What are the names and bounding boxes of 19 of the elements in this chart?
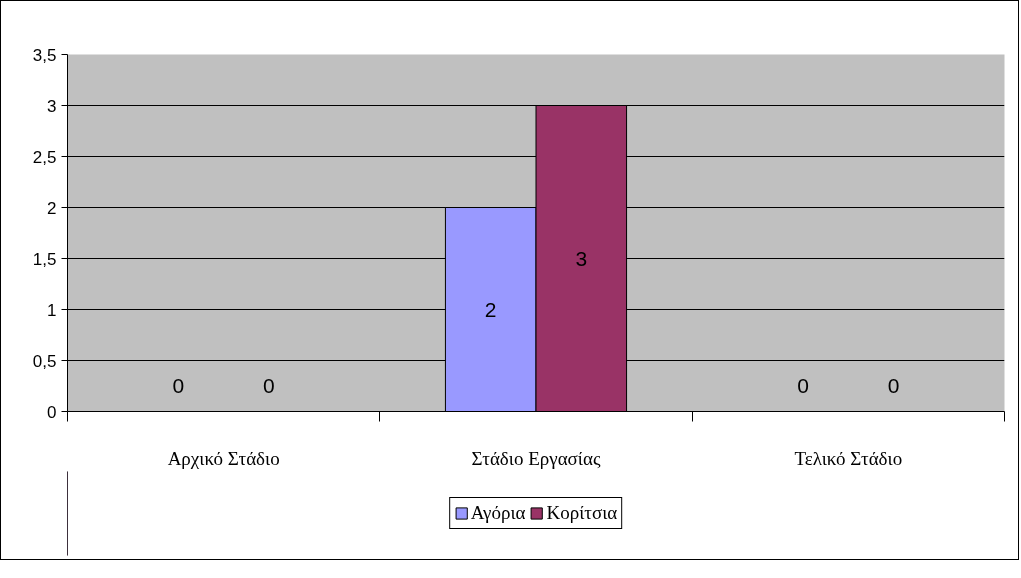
x-tick-label: Στάδιο Εργασίας [471, 447, 601, 469]
legend-label: Κορίτσια [546, 502, 618, 524]
x-tick-label: Τελικό Στάδιο [794, 447, 903, 469]
data-label: 0 [797, 373, 809, 397]
y-tick-label: 2 [47, 198, 57, 218]
y-tick-label: 3,5 [32, 45, 57, 65]
data-label: 0 [172, 373, 185, 397]
y-tick-label: 0 [47, 402, 57, 422]
x-tick-label: Αρχικό Στάδιο [167, 447, 280, 469]
y-tick-label: 1,5 [32, 249, 57, 269]
data-label: 0 [263, 373, 275, 397]
legend-label: Αγόρια [470, 502, 526, 524]
y-tick-label: 0,5 [32, 351, 57, 371]
y-tick-label: 3 [47, 96, 57, 116]
data-label: 2 [484, 297, 497, 321]
y-tick-label: 1 [47, 300, 57, 320]
data-label: 3 [575, 246, 588, 270]
data-label: 0 [887, 373, 900, 397]
y-tick-label: 2,5 [32, 147, 57, 167]
